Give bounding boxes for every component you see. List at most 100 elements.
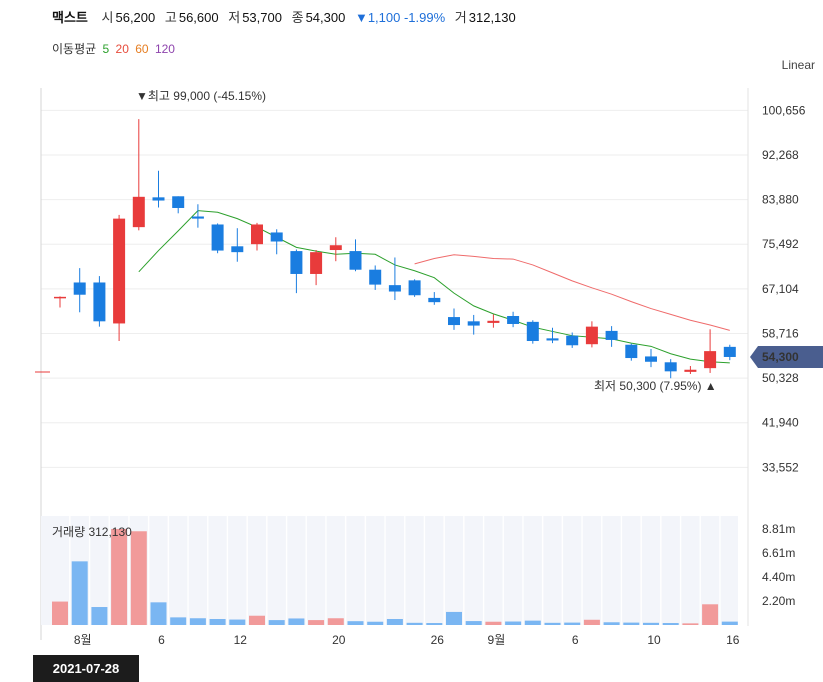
x-tick-label: 8월 bbox=[74, 633, 92, 647]
volume-bar bbox=[643, 622, 659, 625]
y-tick-label: 83,880 bbox=[762, 193, 799, 207]
moving-average-legend[interactable]: 이동평균 5 20 60 120 bbox=[52, 40, 178, 57]
ma-20[interactable]: 20 bbox=[115, 42, 129, 56]
volume-tick-label: 2.20m bbox=[762, 594, 795, 608]
candle-body bbox=[388, 285, 401, 292]
volume-bar bbox=[446, 611, 462, 625]
volume-bar bbox=[71, 561, 88, 625]
current-price-tag bbox=[750, 345, 823, 368]
candle-body bbox=[448, 317, 460, 326]
volume-bar bbox=[308, 620, 325, 625]
low-annotation: 최저 50,300 (7.95%) ▲ bbox=[594, 379, 717, 393]
scale-mode-label[interactable]: Linear bbox=[781, 58, 815, 72]
low-label: 저 bbox=[228, 10, 241, 25]
ma-5[interactable]: 5 bbox=[102, 42, 110, 56]
volume-bar bbox=[327, 618, 344, 625]
moving-average-lines bbox=[138, 210, 730, 364]
x-tick-label: 6 bbox=[572, 633, 579, 647]
volume-bar bbox=[91, 607, 108, 625]
high-value: 56,600 bbox=[178, 10, 219, 25]
volume-bar bbox=[406, 622, 423, 625]
volume-label: 거 bbox=[454, 10, 467, 25]
candle-body bbox=[507, 315, 520, 324]
candle-body bbox=[310, 252, 323, 274]
y-tick-label: 58,716 bbox=[762, 326, 799, 340]
candle-body bbox=[93, 282, 106, 322]
volume-title: 거래량 312,130 bbox=[52, 525, 132, 539]
candle-body bbox=[585, 326, 598, 345]
candle-body bbox=[487, 320, 500, 323]
candle-body bbox=[546, 338, 559, 341]
y-tick-label: 50,328 bbox=[762, 371, 799, 385]
candle-body bbox=[605, 330, 618, 340]
volume-bar bbox=[130, 531, 147, 625]
candle-body bbox=[329, 245, 342, 251]
candle-body bbox=[54, 296, 66, 299]
volume-bar bbox=[189, 618, 206, 625]
stock-name: 맥스트 bbox=[52, 10, 88, 25]
open-label: 시 bbox=[101, 10, 114, 25]
volume-bar bbox=[150, 602, 167, 625]
x-tick-label: 9월 bbox=[488, 633, 506, 647]
high-label: 고 bbox=[164, 10, 177, 25]
annotations: ▼최고 99,000 (-45.15%) 최저 50,300 (7.95%) ▲ 5… bbox=[136, 89, 823, 393]
candle-body bbox=[566, 335, 579, 346]
volume-bar bbox=[721, 621, 738, 625]
ma20-line bbox=[414, 254, 730, 331]
volume-tick-label: 4.40m bbox=[762, 570, 795, 584]
volume-bar bbox=[702, 604, 719, 625]
candle-body bbox=[290, 251, 303, 274]
candle-body bbox=[664, 362, 677, 372]
volume-bar bbox=[249, 615, 265, 625]
y-tick-label: 92,268 bbox=[762, 148, 799, 162]
candle-body bbox=[73, 282, 86, 295]
candle-body bbox=[132, 196, 145, 228]
candle-body bbox=[684, 369, 697, 372]
volume-tick-label: 6.61m bbox=[762, 546, 795, 560]
candle-body bbox=[191, 216, 204, 219]
high-annotation: ▼최고 99,000 (-45.15%) bbox=[136, 89, 266, 103]
volume-bar bbox=[623, 622, 640, 625]
x-tick-label: 10 bbox=[647, 633, 661, 647]
candle-body bbox=[645, 356, 657, 362]
y-tick-label: 33,552 bbox=[762, 460, 799, 474]
x-tick-label: 6 bbox=[158, 633, 165, 647]
volume-bar bbox=[268, 620, 285, 625]
candle-body bbox=[408, 280, 421, 296]
volume-bar bbox=[367, 621, 384, 625]
ma5-line bbox=[138, 210, 730, 364]
ma-120[interactable]: 120 bbox=[154, 42, 175, 56]
candle-body bbox=[428, 297, 441, 303]
volume-bar bbox=[603, 622, 620, 625]
volume-bar bbox=[544, 622, 561, 625]
volume-tick-label: 8.81m bbox=[762, 522, 795, 536]
x-tick-label: 16 bbox=[726, 633, 740, 647]
volume-bar bbox=[229, 619, 246, 625]
candle-body bbox=[625, 344, 638, 359]
volume-bar bbox=[111, 528, 128, 625]
candle-body bbox=[251, 224, 263, 245]
ma-60[interactable]: 60 bbox=[135, 42, 149, 56]
low-value: 53,700 bbox=[242, 10, 282, 25]
volume-bar bbox=[426, 623, 443, 625]
candle-body bbox=[349, 251, 362, 270]
y-tick-label: 41,940 bbox=[762, 416, 799, 430]
y-tick-label: 100,656 bbox=[762, 103, 806, 117]
candle-body bbox=[113, 218, 126, 324]
volume-bar bbox=[465, 621, 482, 625]
crosshair-date-box: 2021-07-28 bbox=[33, 655, 139, 682]
volume-bar bbox=[288, 618, 305, 625]
y-tick-label: 75,492 bbox=[762, 237, 799, 251]
volume-bar bbox=[386, 619, 403, 625]
open-value: 56,200 bbox=[115, 10, 156, 25]
quote-header: 맥스트 시 56,200 고 56,600 저 53,700 종 54,300 ▼1,1… bbox=[52, 7, 522, 26]
volume-bar bbox=[682, 623, 699, 625]
volume-bar bbox=[209, 619, 226, 625]
x-tick-label: 26 bbox=[431, 633, 445, 647]
axes: 100,656 92,268 83,880 75,492 67,104 58,716 50,… bbox=[52, 103, 806, 647]
volume-bar bbox=[505, 621, 522, 625]
change-value: ▼1,100 -1.99% bbox=[354, 10, 446, 25]
x-tick-label: 20 bbox=[332, 633, 346, 647]
candle-body bbox=[467, 321, 480, 326]
